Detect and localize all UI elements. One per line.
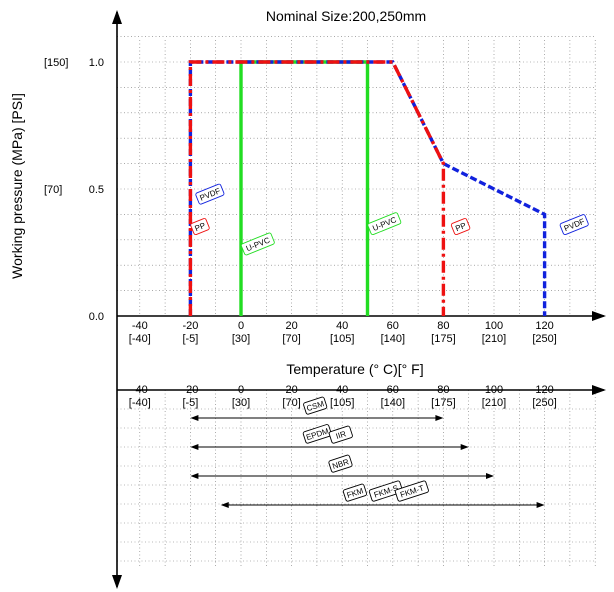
materials-x-tick-label: 80 [437, 384, 449, 396]
series-tag-u-pvc: U-PVC [240, 232, 275, 256]
series-tag-extra-2: PVDF [559, 214, 589, 236]
materials-x-tick-label-sub: [210] [482, 397, 506, 409]
series-line-pp [188, 60, 446, 316]
material-tag-fkm-t-box [394, 480, 429, 502]
series-tag-extra-1-text: PP [454, 221, 467, 233]
x-axis-arrow [592, 311, 606, 321]
material-tag-csm: CSM [303, 396, 328, 415]
x-tick-label: -20 [182, 320, 198, 332]
x-tick-label-sub: [30] [232, 333, 250, 345]
series-tag-extra-0: U-PVC [367, 212, 402, 236]
series-tag-extra-1: PP [450, 218, 471, 236]
grid [117, 36, 596, 567]
materials-axis-arrow [592, 385, 606, 395]
material-tag-fkm: FKM [342, 483, 368, 502]
x-axis-label: Temperature (° C)[° F] [286, 361, 423, 377]
x-tick-label: 80 [437, 320, 449, 332]
material-tag-fkm-t: FKM-T [394, 480, 429, 502]
y-axis-arrow-up [112, 10, 122, 24]
material-tag-iir: IIR [328, 425, 353, 444]
x-tick-label-sub: [250] [532, 333, 556, 345]
material-range-arrow-left [220, 502, 229, 508]
x-tick-label: 20 [285, 320, 297, 332]
x-tick-label-sub: [210] [482, 333, 506, 345]
materials-x-tick-label: 60 [387, 384, 399, 396]
series-tag-pp-text: PP [194, 221, 207, 233]
materials-x-tick-label-sub: [250] [532, 397, 556, 409]
materials-x-tick-label-sub: [-40] [129, 397, 151, 409]
materials-x-tick-label-sub: [175] [431, 397, 455, 409]
series-line-u-pvc [239, 60, 370, 316]
material-tag-csm-box [303, 396, 328, 415]
materials-x-tick-label: 20 [285, 384, 297, 396]
material-range-arrow-left [190, 473, 199, 479]
series-layer [188, 60, 547, 316]
materials-x-tick-label: -40 [132, 384, 148, 396]
x-tick-label-sub: [70] [282, 333, 300, 345]
x-tick-label: 120 [535, 320, 553, 332]
materials-x-tick-label-sub: [140] [381, 397, 405, 409]
materials-x-tick-label: 40 [336, 384, 348, 396]
x-tick-label-sub: [-5] [182, 333, 198, 345]
series-tag-pp: PP [190, 218, 210, 236]
materials-x-tick-label-sub: [105] [330, 397, 354, 409]
series-tag-extra-1-box [450, 218, 471, 236]
material-tag-fkm-s-box [368, 480, 403, 502]
x-tick-label: 100 [485, 320, 503, 332]
materials-x-tick-label: 120 [535, 384, 553, 396]
materials-x-tick-label: 100 [485, 384, 503, 396]
y-tick-label: 0.0 [89, 311, 104, 323]
material-tag-fkm-box [342, 483, 368, 502]
x-tick-label: 40 [336, 320, 348, 332]
y-tick-label-sub: [150] [44, 57, 68, 69]
series-tag-extra-2-box [559, 214, 589, 236]
materials-x-tick-label-sub: [30] [232, 397, 250, 409]
material-tag-epdm-box [302, 424, 332, 444]
x-tick-label: 60 [387, 320, 399, 332]
material-tag-iir-text: IIR [335, 429, 348, 441]
x-tick-label-sub: [175] [431, 333, 455, 345]
materials-x-tick-label: 0 [238, 384, 244, 396]
x-tick-label-sub: [140] [381, 333, 405, 345]
series-tag-u-pvc-box [240, 232, 275, 256]
y-tick-label: 0.5 [89, 184, 104, 196]
x-tick-label-sub: [-40] [129, 333, 151, 345]
chart-title: Nominal Size:200,250mm [266, 8, 426, 24]
series-tag-pp-box [190, 218, 210, 236]
series-tag-pvdf: PVDF [195, 183, 225, 205]
material-range-arrow-left [190, 415, 199, 421]
materials-x-tick-label-sub: [70] [282, 397, 300, 409]
materials-x-tick-label: -20 [182, 384, 198, 396]
material-tag-fkm-s: FKM-S [368, 480, 403, 502]
y-axis-label: Working pressure (MPa) [PSI] [9, 93, 25, 279]
material-tag-iir-box [328, 425, 353, 444]
x-tick-label-sub: [105] [330, 333, 354, 345]
material-range-arrow-right [486, 473, 494, 479]
series-tag-extra-0-box [367, 212, 402, 236]
y-tick-label-sub: [70] [44, 184, 62, 196]
materials-x-tick-label-sub: [-5] [182, 397, 198, 409]
x-tick-label: -40 [132, 320, 148, 332]
y-tick-label: 1.0 [89, 57, 104, 69]
material-tag-epdm: EPDM [302, 424, 332, 444]
material-range-arrow-left [190, 444, 199, 450]
x-tick-label: 0 [238, 320, 244, 332]
material-tag-nbr-box [328, 454, 353, 473]
materials-chart: CSM EPDM IIR NBR FKM FKM-S FKM-T [190, 396, 545, 508]
material-range-arrow-right [536, 502, 545, 508]
material-range-arrow-right [435, 415, 444, 421]
material-range-arrow-right [460, 444, 469, 450]
series-tag-pvdf-box [195, 183, 225, 205]
y-axis-arrow-down [112, 575, 122, 589]
series-tags: U-PVC PVDF PP U-PVC PP PVDF [190, 183, 589, 256]
axes: -40[-40]-40[-40]-20[-5]-20[-5]0[30]0[30]… [44, 10, 606, 589]
material-tag-nbr: NBR [328, 454, 353, 473]
